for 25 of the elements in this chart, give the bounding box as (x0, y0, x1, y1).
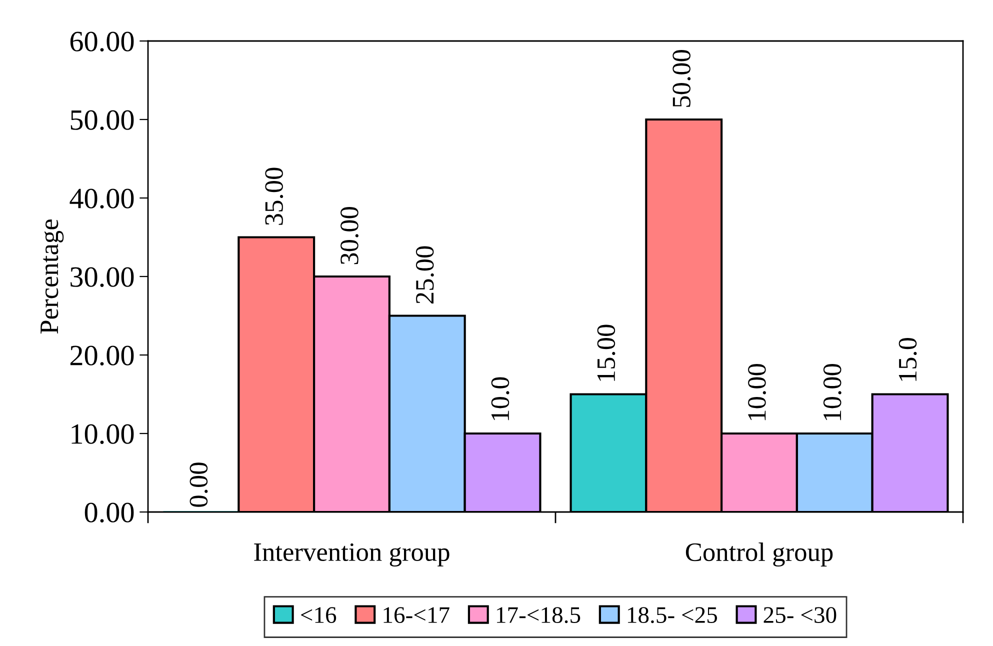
legend-label: <16 (301, 607, 336, 624)
legend-label: 17-<18.5 (497, 607, 580, 624)
data-label: 25.00 (416, 246, 434, 304)
x-tick-label: Control group (686, 542, 833, 567)
legend-label: 16-<17 (384, 607, 450, 624)
data-label: 50.00 (672, 50, 691, 107)
legend-label: 18.5- <25 (628, 607, 717, 624)
y-tick-label: 60.00 (70, 32, 134, 52)
y-tick-label: 30.00 (70, 267, 134, 288)
y-axis-title: Percentage (40, 220, 64, 334)
data-label: 15.00 (597, 324, 616, 381)
y-tick-label: 0.00 (84, 502, 134, 523)
legend-label: 25- <30 (764, 607, 836, 624)
y-tick-label: 20.00 (70, 346, 134, 366)
data-label: 10.0 (491, 377, 510, 420)
data-label: 30.00 (340, 207, 358, 264)
y-tick-label: 10.00 (72, 424, 134, 444)
data-label: 0.00 (190, 462, 208, 507)
data-label: 15.0 (898, 338, 917, 381)
data-label: 35.00 (265, 168, 284, 225)
y-tick-label: 50.00 (70, 110, 134, 130)
data-label: 10.00 (748, 364, 766, 420)
data-label: 10.00 (823, 364, 842, 420)
x-tick-label: Intervention group (254, 543, 450, 566)
y-tick-label: 40.00 (70, 188, 134, 209)
